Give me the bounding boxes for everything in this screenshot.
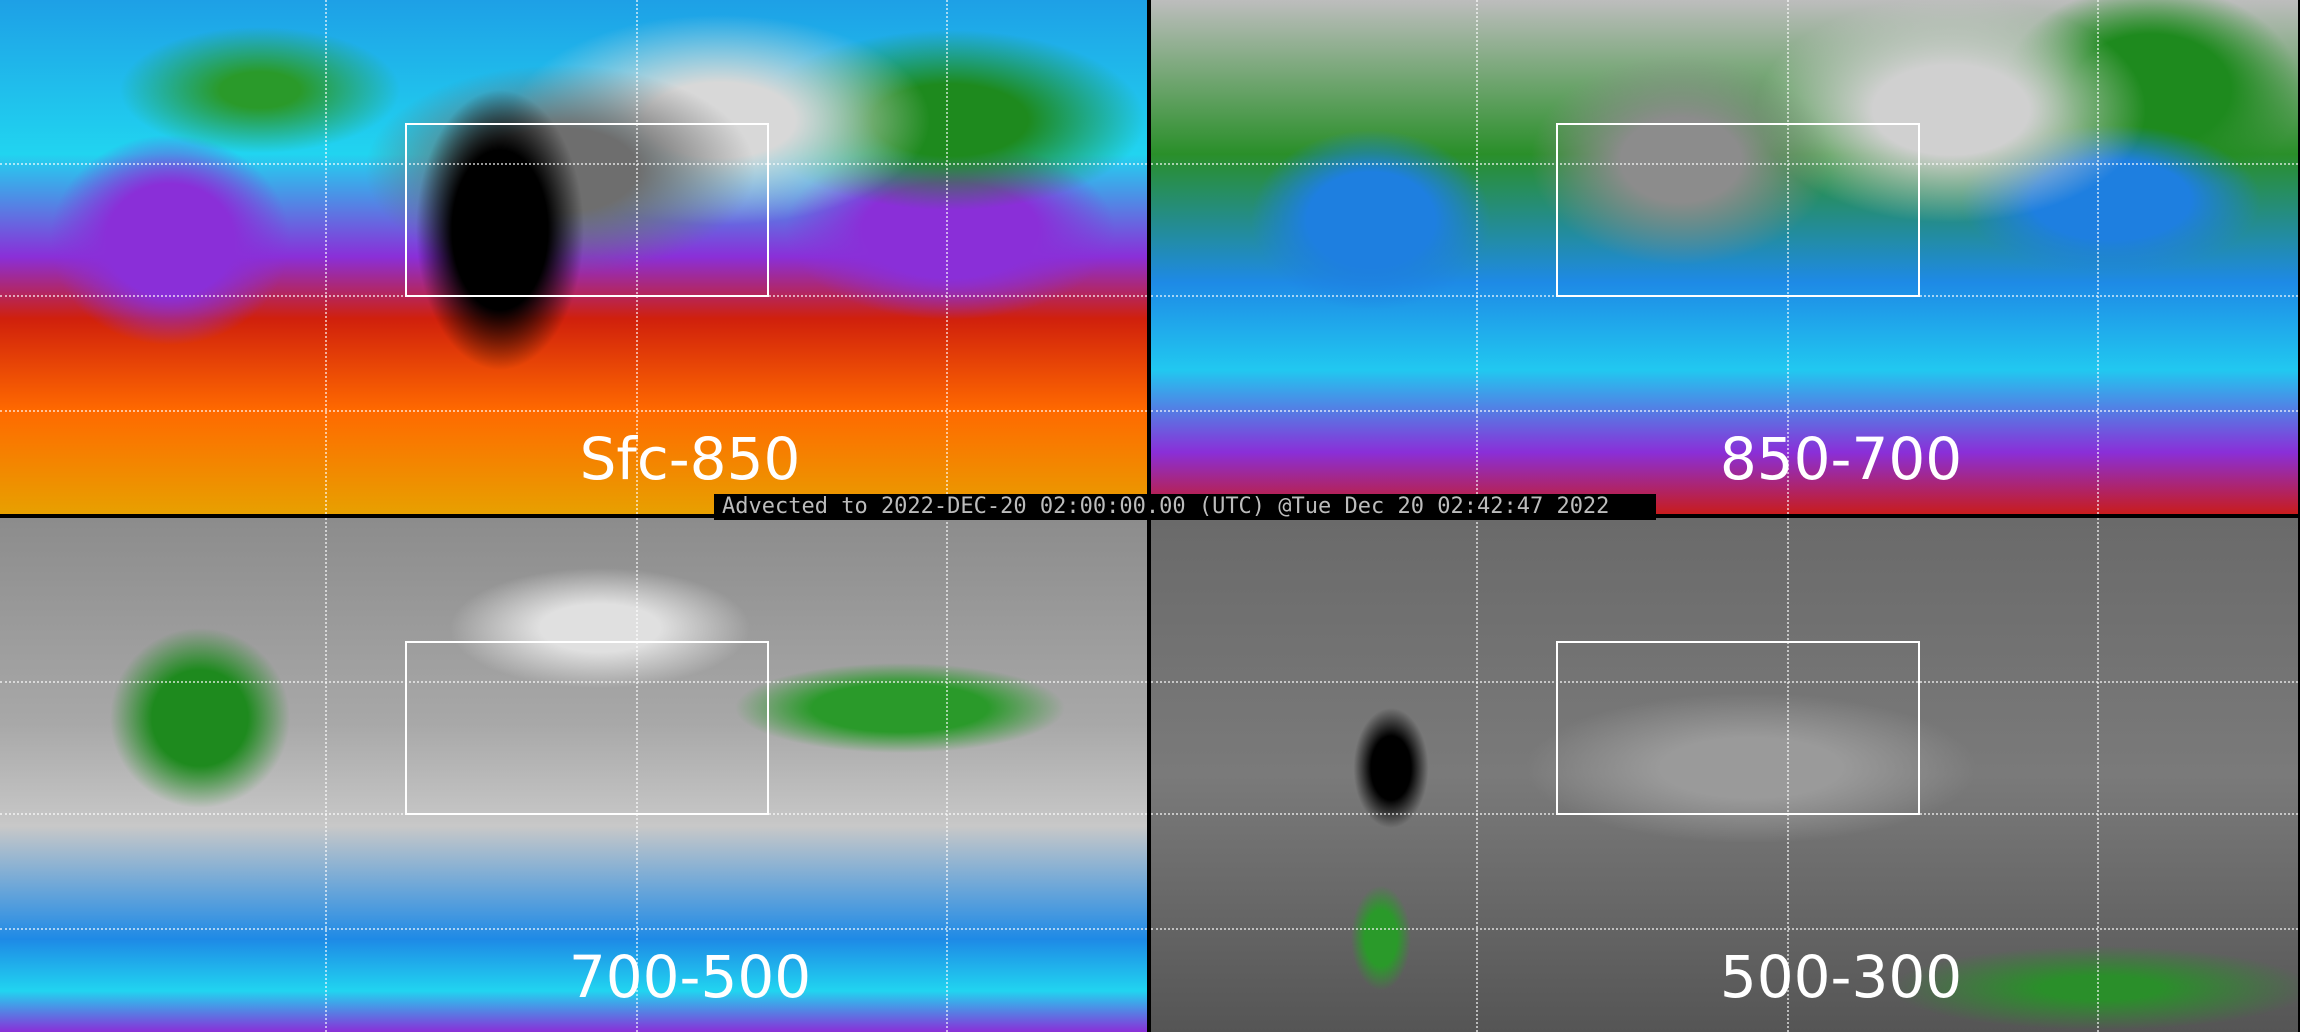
grid-line xyxy=(1151,681,2298,683)
grid-line xyxy=(1476,518,1478,1032)
layer-label: Sfc-850 xyxy=(579,425,801,493)
grid-line xyxy=(0,163,1147,165)
grid-line xyxy=(1151,410,2298,412)
timestamp-banner: Advected to 2022-DEC-20 02:00:00.00 (UTC… xyxy=(714,494,1656,520)
panel-sfc-850: Sfc-850 xyxy=(0,0,1147,514)
us-states-outline xyxy=(1556,123,1920,297)
grid-line xyxy=(325,518,327,1032)
grid-line xyxy=(1151,928,2298,930)
grid-line xyxy=(2097,0,2099,514)
grid-line xyxy=(1787,0,1789,514)
grid-line xyxy=(1787,518,1789,1032)
panel-500-300: 500-300 xyxy=(1151,518,2298,1032)
grid-line xyxy=(0,928,1147,930)
grid-line xyxy=(636,0,638,514)
grid-line xyxy=(2097,518,2099,1032)
grid-line xyxy=(0,681,1147,683)
grid-line xyxy=(325,0,327,514)
layer-label: 700-500 xyxy=(568,943,812,1011)
grid-line xyxy=(946,0,948,514)
grid-line xyxy=(946,518,948,1032)
layer-label: 500-300 xyxy=(1719,943,1963,1011)
grid-line xyxy=(1151,163,2298,165)
grid-line xyxy=(0,410,1147,412)
us-states-outline xyxy=(1556,641,1920,815)
layer-label: 850-700 xyxy=(1719,425,1963,493)
panel-850-700: 850-700 xyxy=(1151,0,2298,514)
grid-line xyxy=(636,518,638,1032)
grid-line xyxy=(1476,0,1478,514)
us-states-outline xyxy=(405,123,769,297)
us-states-outline xyxy=(405,641,769,815)
panel-700-500: 700-500 xyxy=(0,518,1147,1032)
